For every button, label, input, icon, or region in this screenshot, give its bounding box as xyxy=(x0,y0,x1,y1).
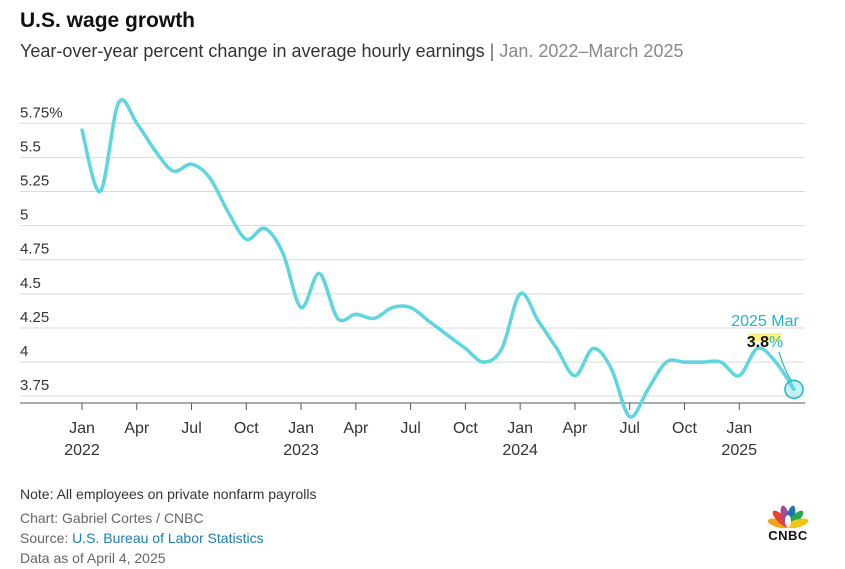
subtitle-main: Year-over-year percent change in average… xyxy=(20,41,485,61)
peacock-icon xyxy=(767,505,809,529)
annotation-value: 3.8% xyxy=(747,334,783,351)
x-tick-label: Jan xyxy=(69,420,95,437)
chart-subtitle: Year-over-year percent change in average… xyxy=(20,41,683,62)
footer-credit: Chart: Gabriel Cortes / CNBC xyxy=(20,510,204,526)
footer-source: Source: U.S. Bureau of Labor Statistics xyxy=(20,530,264,546)
y-tick-label: 3.75 xyxy=(20,377,49,394)
x-tick-label: Apr xyxy=(343,420,369,437)
x-year-label: 2023 xyxy=(283,442,319,459)
x-tick-label: Jan xyxy=(726,420,752,437)
annotation-number: 3.8 xyxy=(747,334,769,351)
x-tick-label: Oct xyxy=(672,420,697,437)
footer-data-date: Data as of April 4, 2025 xyxy=(20,550,166,566)
x-tick-label: Oct xyxy=(234,420,259,437)
x-year-label: 2024 xyxy=(502,442,538,459)
subtitle-range: Jan. 2022–March 2025 xyxy=(499,41,684,61)
line-chart: 3.75 4 4.25 4.5 4.75 5 5.25 5.5 5.75% Jan 2022 Apr… xyxy=(20,98,805,459)
source-link[interactable]: U.S. Bureau of Labor Statistics xyxy=(72,530,264,546)
subtitle-separator: | xyxy=(489,41,495,61)
chart-title: U.S. wage growth xyxy=(20,9,196,32)
annotation-leader xyxy=(778,351,793,382)
y-axis-labels: 3.75 4 4.25 4.5 4.75 5 5.25 5.5 5.75% xyxy=(20,104,63,394)
cnbc-logo: CNBC xyxy=(762,504,814,544)
annotation-highlight xyxy=(749,333,781,341)
x-axis: Jan 2022 Apr Jul Oct Jan 2023 Apr Jul Oct Jan 2024 A… xyxy=(64,403,757,459)
y-tick-label: 5.25 xyxy=(20,173,49,190)
logo-text: CNBC xyxy=(768,528,808,543)
x-tick-label: Apr xyxy=(124,420,150,437)
x-year-label: 2022 xyxy=(64,442,100,459)
y-tick-label: 4 xyxy=(20,343,28,360)
series-line-wage-growth xyxy=(80,98,796,419)
last-point-marker xyxy=(784,379,804,400)
y-tick-label: 4.25 xyxy=(20,309,49,326)
source-prefix: Source: xyxy=(20,530,73,546)
annotation-unit: % xyxy=(769,334,783,351)
x-tick-label: Jul xyxy=(400,420,420,437)
y-tick-label: 5.5 xyxy=(20,138,41,155)
footer-note: Note: All employees on private nonfarm p… xyxy=(20,486,317,502)
x-tick-label: Jan xyxy=(507,420,533,437)
y-tick-label: 5.75% xyxy=(20,104,63,121)
x-tick-label: Apr xyxy=(562,420,588,437)
annotation-period: 2025 Mar xyxy=(731,313,799,330)
y-tick-label: 4.5 xyxy=(20,275,41,292)
x-tick-label: Jan xyxy=(288,420,314,437)
x-year-label: 2025 xyxy=(721,442,757,459)
gridlines xyxy=(20,122,805,404)
y-tick-label: 5 xyxy=(20,207,28,224)
y-tick-label: 4.75 xyxy=(20,241,49,258)
x-tick-label: Jul xyxy=(619,420,639,437)
x-tick-label: Oct xyxy=(453,420,478,437)
x-tick-label: Jul xyxy=(181,420,201,437)
annotation: 2025 Mar 3.8% xyxy=(731,313,804,400)
